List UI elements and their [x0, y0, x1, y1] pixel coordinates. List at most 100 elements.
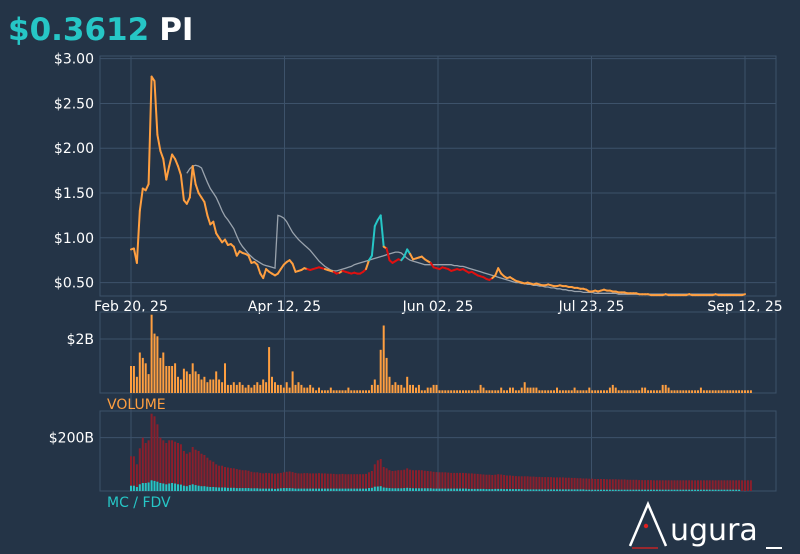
market-cap-bar	[641, 489, 644, 491]
market-cap-bar	[341, 488, 344, 491]
market-cap-bar	[379, 486, 382, 491]
volume-bar	[253, 384, 256, 393]
volume-bar	[229, 384, 232, 393]
market-cap-label: MC / FDV	[107, 495, 171, 511]
volume-bar	[297, 382, 300, 393]
volume-bar	[605, 390, 608, 393]
fdv-bar	[597, 479, 600, 491]
volume-bar	[306, 387, 309, 393]
volume-bar	[661, 384, 664, 393]
fdv-bar	[318, 473, 320, 491]
volume-bar	[741, 390, 744, 393]
fdv-bar	[699, 480, 702, 491]
market-cap-bar	[697, 489, 699, 491]
price-line-segment	[370, 225, 376, 257]
price-line-segment	[206, 214, 212, 226]
volume-bar	[676, 390, 679, 393]
volume-bar	[194, 371, 197, 393]
fdv-bar	[541, 477, 544, 491]
fdv-bar	[206, 457, 209, 491]
volume-bar	[141, 357, 144, 393]
market-cap-bar	[667, 489, 670, 491]
price-line-segment	[256, 263, 262, 275]
x-tick-label: Jul 23, 25	[558, 299, 625, 315]
fdv-bar	[553, 477, 555, 491]
volume-bar	[303, 387, 306, 393]
market-cap-bar	[447, 488, 450, 491]
market-cap-bar	[547, 489, 550, 491]
volume-bar	[523, 382, 526, 393]
market-cap-bar	[650, 489, 652, 491]
volume-bar	[417, 384, 420, 393]
market-cap-bar	[594, 489, 597, 491]
fdv-bar	[256, 472, 259, 491]
fdv-bar	[171, 440, 174, 491]
fdv-bar	[547, 477, 550, 491]
volume-bar	[688, 390, 691, 393]
volume-bar	[711, 390, 714, 393]
volume-bar	[171, 366, 174, 393]
fdv-bar	[655, 480, 658, 491]
market-cap-bar	[403, 488, 406, 491]
market-cap-bar	[623, 489, 626, 491]
market-cap-bar	[415, 488, 417, 491]
price-y-tick-label: $2.00	[54, 141, 94, 157]
volume-bar	[353, 390, 356, 393]
market-cap-bar	[570, 489, 573, 491]
x-tick-label: Apr 12, 25	[248, 299, 321, 315]
volume-bar	[608, 387, 611, 393]
volume-bar	[473, 390, 476, 393]
volume-bar	[620, 390, 623, 393]
market-cap-bar	[526, 489, 529, 491]
market-cap-bar	[655, 489, 658, 491]
volume-bar	[321, 390, 323, 393]
market-cap-bar	[503, 489, 506, 491]
volume-bar	[697, 390, 699, 393]
volume-bar	[573, 387, 576, 393]
volume-bar	[409, 384, 412, 393]
market-cap-bar	[514, 489, 517, 491]
volume-bar	[532, 387, 535, 393]
volume-bars	[130, 314, 752, 393]
fdv-bar	[600, 479, 602, 491]
augura-logo: ugura	[626, 500, 786, 550]
volume-bar	[556, 387, 558, 393]
fdv-bar	[679, 480, 682, 491]
volume-bar	[218, 379, 221, 393]
volume-bar	[479, 384, 482, 393]
volume-bar	[232, 382, 235, 393]
volume-bar	[282, 387, 285, 393]
fdv-bar	[638, 480, 641, 491]
fdv-bar	[185, 453, 188, 491]
volume-bar	[655, 390, 658, 393]
fdv-bar	[203, 455, 206, 491]
fdv-bar	[550, 477, 553, 491]
volume-bar	[326, 390, 329, 393]
fdv-bar	[711, 480, 714, 491]
fdv-bar	[746, 480, 749, 491]
fdv-bar	[253, 472, 256, 491]
market-cap-bar	[591, 489, 594, 491]
volume-bar	[464, 390, 467, 393]
market-cap-bar	[247, 488, 250, 491]
fdv-bar	[335, 474, 338, 491]
market-cap-bar	[620, 489, 623, 491]
volume-bar	[312, 387, 315, 393]
fdv-bar	[415, 470, 417, 491]
volume-bar	[276, 384, 279, 393]
volume-bar	[723, 390, 726, 393]
fdv-bar	[385, 468, 388, 491]
market-cap-bar	[335, 488, 338, 491]
volume-bar	[638, 390, 641, 393]
market-cap-bar	[212, 487, 215, 491]
market-cap-bar	[670, 489, 673, 491]
fdv-bar	[459, 472, 461, 491]
fdv-bar	[297, 473, 300, 491]
volume-bar	[144, 363, 147, 393]
market-cap-bar	[306, 488, 309, 491]
fdv-bar	[420, 470, 423, 491]
volume-bar	[309, 384, 312, 393]
volume-bar	[485, 390, 488, 393]
market-cap-bar	[473, 488, 476, 491]
